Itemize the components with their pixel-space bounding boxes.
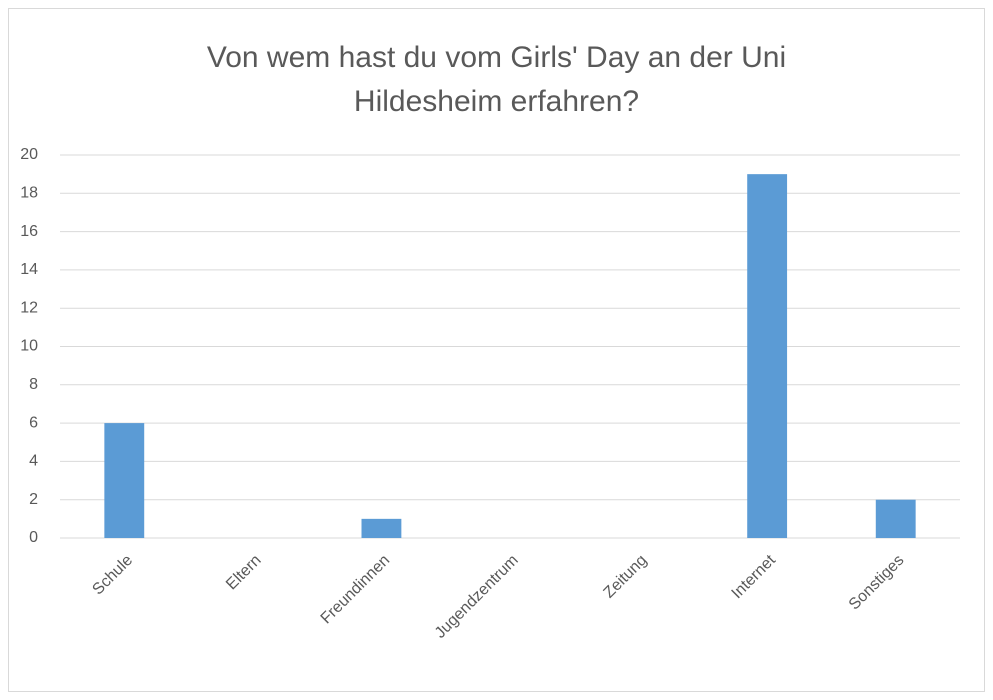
chart-title: Von wem hast du vom Girls' Day an der Un…: [206, 41, 787, 118]
x-tick-label: Zeitung: [601, 552, 651, 602]
x-tick-label: Freundinnen: [318, 552, 394, 628]
y-tick-label: 4: [29, 453, 38, 470]
title-box: Von wem hast du vom Girls' Day an der Un…: [0, 36, 993, 124]
x-tick-label: Eltern: [223, 552, 265, 594]
x-tick-label: Schule: [89, 552, 136, 599]
chart-border: [8, 8, 985, 692]
y-tick-label: 12: [20, 299, 38, 316]
x-tick-label: Internet: [729, 551, 780, 602]
x-tick-label: Sonstiges: [846, 552, 908, 614]
y-tick-label: 6: [29, 414, 38, 431]
x-tick-label: Jugendzentrum: [432, 552, 522, 642]
y-tick-label: 8: [29, 376, 38, 393]
bar: [747, 174, 788, 538]
bar: [875, 499, 916, 538]
bar: [361, 518, 402, 538]
y-tick-label: 10: [20, 338, 38, 355]
bar: [104, 423, 145, 538]
y-tick-label: 20: [20, 146, 38, 163]
y-tick-label: 14: [20, 261, 38, 278]
y-tick-label: 18: [20, 185, 38, 202]
y-tick-label: 0: [29, 529, 38, 546]
y-tick-label: 16: [20, 223, 38, 240]
y-tick-label: 2: [29, 491, 38, 508]
